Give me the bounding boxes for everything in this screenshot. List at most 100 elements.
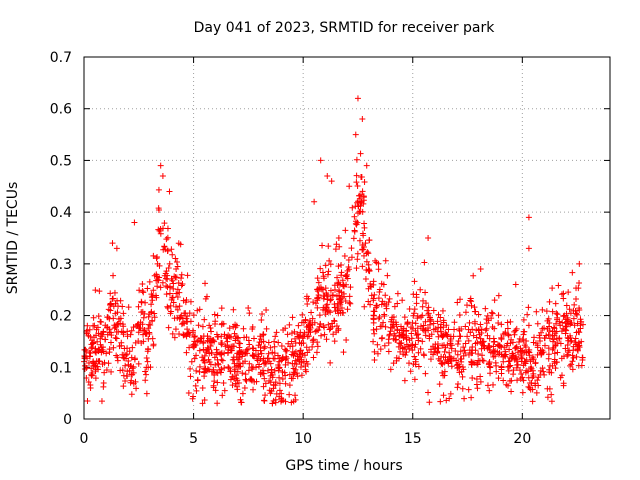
data-point — [415, 349, 422, 356]
data-point — [267, 379, 274, 386]
data-point — [309, 343, 316, 350]
data-point — [170, 280, 177, 287]
data-point — [455, 361, 462, 368]
data-point — [527, 386, 534, 393]
data-point — [323, 336, 330, 343]
data-point — [367, 301, 374, 308]
data-point — [89, 372, 96, 379]
data-point — [195, 322, 202, 329]
data-point — [327, 261, 334, 268]
data-point — [292, 335, 299, 342]
data-point — [426, 399, 433, 406]
data-point — [270, 382, 277, 389]
data-point — [341, 252, 348, 259]
data-point — [469, 375, 476, 382]
data-point — [220, 379, 227, 386]
data-point — [151, 310, 158, 317]
data-point — [275, 339, 282, 346]
data-point — [178, 271, 185, 278]
data-point — [495, 292, 502, 299]
y-tick-label: 0.3 — [50, 257, 72, 273]
data-point — [174, 293, 181, 300]
data-point — [507, 318, 514, 325]
data-point — [385, 336, 392, 343]
data-point — [261, 375, 268, 382]
data-point — [99, 346, 106, 353]
data-point — [394, 300, 401, 307]
data-point — [234, 383, 241, 390]
data-point — [171, 315, 178, 322]
data-point — [477, 321, 484, 328]
data-point — [299, 335, 306, 342]
data-point — [178, 282, 185, 289]
data-point — [448, 354, 455, 361]
data-point — [576, 280, 583, 287]
data-point — [297, 364, 304, 371]
data-point — [456, 312, 463, 319]
data-point — [272, 399, 279, 406]
data-point — [135, 360, 142, 367]
data-point — [341, 283, 348, 290]
data-point — [329, 320, 336, 327]
data-point — [507, 362, 514, 369]
data-point — [144, 285, 151, 292]
data-point — [379, 334, 386, 341]
data-point — [559, 319, 566, 326]
data-point — [367, 283, 374, 290]
data-point — [149, 335, 156, 342]
data-point — [217, 369, 224, 376]
data-point — [578, 338, 585, 345]
data-point — [327, 287, 334, 294]
data-point — [421, 259, 428, 266]
data-point — [451, 326, 458, 333]
plot-frame — [83, 56, 611, 420]
data-point — [453, 357, 460, 364]
data-point — [360, 200, 367, 207]
data-point — [291, 328, 298, 335]
data-point — [128, 391, 135, 398]
data-point — [440, 332, 447, 339]
data-point — [508, 377, 515, 384]
data-point — [164, 234, 171, 241]
data-point — [440, 353, 447, 360]
data-point — [327, 297, 334, 304]
data-point — [531, 334, 538, 341]
data-point — [250, 335, 257, 342]
data-point — [129, 365, 136, 372]
data-point — [376, 314, 383, 321]
data-point — [235, 340, 242, 347]
data-point — [500, 377, 507, 384]
data-point — [126, 348, 133, 355]
data-point — [108, 368, 115, 375]
data-point — [570, 315, 577, 322]
data-point — [473, 381, 480, 388]
data-point — [321, 331, 328, 338]
data-point — [264, 367, 271, 374]
data-point — [120, 383, 127, 390]
data-point — [107, 307, 114, 314]
data-point — [278, 343, 285, 350]
data-point — [114, 354, 121, 361]
data-point — [317, 157, 324, 164]
data-point — [120, 310, 127, 317]
data-point — [87, 350, 94, 357]
data-point — [373, 326, 380, 333]
data-point — [114, 309, 121, 316]
data-point — [346, 266, 353, 273]
data-point — [322, 285, 329, 292]
data-point — [102, 336, 109, 343]
data-point — [496, 342, 503, 349]
data-point — [297, 329, 304, 336]
data-point — [97, 335, 104, 342]
data-point — [341, 293, 348, 300]
data-point — [435, 333, 442, 340]
data-point — [121, 345, 128, 352]
data-point — [498, 321, 505, 328]
data-point — [163, 275, 170, 282]
data-point — [544, 394, 551, 401]
data-point — [196, 363, 203, 370]
data-point — [316, 312, 323, 319]
data-point — [445, 326, 452, 333]
data-point — [136, 287, 143, 294]
data-point — [145, 325, 152, 332]
